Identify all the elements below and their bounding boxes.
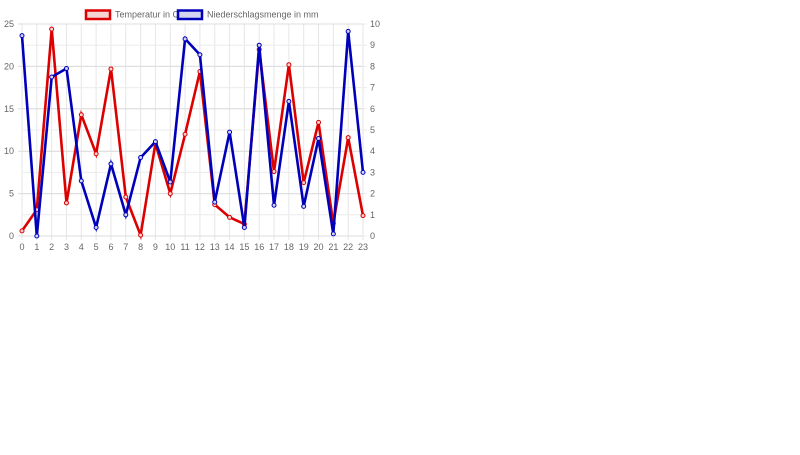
data-point[interactable] (78, 178, 84, 184)
x-axis-tick-label: 5 (94, 242, 99, 252)
legend-swatch-temperature (84, 9, 112, 21)
series-temperature (19, 26, 366, 241)
data-point[interactable] (345, 28, 351, 34)
series-line (20, 31, 365, 237)
y-axis-right-tick-label: 6 (370, 104, 375, 114)
data-point[interactable] (63, 200, 69, 206)
data-point[interactable] (34, 233, 40, 239)
x-axis-tick-label: 4 (79, 242, 84, 252)
x-axis-tick-label: 1 (34, 242, 39, 252)
y-axis-right-tick-label: 2 (370, 189, 375, 199)
series-lines (19, 26, 366, 241)
data-point[interactable] (256, 42, 262, 48)
data-point[interactable] (301, 180, 307, 186)
y-axis-left-tick-label: 15 (4, 104, 14, 114)
x-axis-tick-label: 15 (239, 242, 249, 252)
y-axis-right-tick-label: 9 (370, 40, 375, 50)
data-point[interactable] (182, 36, 188, 42)
data-point[interactable] (241, 225, 247, 231)
y-axis-left-tick-label: 25 (4, 19, 14, 29)
data-point[interactable] (93, 225, 99, 231)
x-axis-tick-label: 13 (210, 242, 220, 252)
x-axis-tick-label: 14 (225, 242, 235, 252)
data-point[interactable] (63, 66, 69, 72)
x-axis-tick-label: 2 (49, 242, 54, 252)
data-point[interactable] (330, 231, 336, 237)
grid-lines (18, 23, 367, 240)
data-point[interactable] (123, 212, 129, 218)
series-precipitation (19, 28, 366, 239)
y-axis-right-tick-label: 7 (370, 83, 375, 93)
data-point[interactable] (138, 232, 144, 238)
data-point[interactable] (286, 98, 292, 104)
data-point[interactable] (167, 179, 173, 185)
x-axis-tick-label: 11 (180, 242, 189, 252)
y-axis-left-tick-label: 5 (9, 189, 14, 199)
data-point[interactable] (123, 194, 129, 200)
data-point[interactable] (286, 62, 292, 68)
y-axis-right-tick-label: 8 (370, 61, 375, 71)
data-point[interactable] (345, 135, 351, 141)
x-axis-tick-label: 7 (123, 242, 128, 252)
y-axis-left-tick-label: 20 (4, 61, 14, 71)
x-axis-tick-label: 23 (358, 242, 368, 252)
x-axis-tick-label: 18 (284, 242, 294, 252)
data-point[interactable] (19, 228, 25, 234)
y-axis-left-tick-label: 0 (9, 231, 14, 241)
data-point[interactable] (138, 155, 144, 161)
x-axis-tick-label: 19 (299, 242, 309, 252)
data-point[interactable] (316, 119, 322, 125)
y-axis-right-tick-label: 1 (370, 210, 375, 220)
data-point[interactable] (360, 169, 366, 175)
x-axis-tick-label: 0 (19, 242, 24, 252)
x-axis-tick-label: 3 (64, 242, 69, 252)
data-point[interactable] (167, 191, 173, 197)
legend: Temperatur in C° Niederschlagsmenge in m… (84, 9, 319, 21)
x-axis-tick-label: 21 (328, 242, 338, 252)
data-point[interactable] (227, 214, 233, 220)
series-line (20, 28, 365, 241)
data-point[interactable] (271, 202, 277, 208)
x-axis-tick-label: 17 (269, 242, 279, 252)
legend-item-precipitation[interactable]: Niederschlagsmenge in mm (176, 9, 319, 21)
legend-swatch-precipitation (176, 9, 204, 21)
y-axis-right-tick-label: 4 (370, 146, 375, 156)
x-axis-tick-label: 16 (254, 242, 264, 252)
y-axis-left-tick-label: 10 (4, 146, 14, 156)
data-point[interactable] (49, 74, 55, 80)
y-axis-right-tick-label: 10 (370, 19, 380, 29)
data-point[interactable] (197, 52, 203, 58)
data-point[interactable] (271, 169, 277, 175)
data-point[interactable] (152, 139, 158, 145)
data-point[interactable] (19, 33, 25, 39)
data-point[interactable] (227, 129, 233, 135)
x-axis-tick-label: 12 (195, 242, 205, 252)
x-axis-tick-label: 20 (314, 242, 324, 252)
y-axis-right-tick-label: 0 (370, 231, 375, 241)
legend-item-temperature[interactable]: Temperatur in C° (84, 9, 183, 21)
legend-label-precipitation: Niederschlagsmenge in mm (207, 10, 319, 20)
y-axis-right-tick-label: 3 (370, 167, 375, 177)
legend-label-temperature: Temperatur in C° (115, 10, 183, 20)
data-point[interactable] (108, 161, 114, 167)
data-point[interactable] (212, 199, 218, 205)
x-axis-tick-label: 9 (153, 242, 158, 252)
x-axis-tick-label: 6 (108, 242, 113, 252)
x-axis-tick-label: 8 (138, 242, 143, 252)
data-point[interactable] (49, 26, 55, 32)
y-axis-right-tick-label: 5 (370, 125, 375, 135)
data-point[interactable] (301, 203, 307, 209)
data-point[interactable] (78, 112, 84, 118)
x-axis-tick-label: 10 (165, 242, 175, 252)
data-point[interactable] (182, 131, 188, 137)
data-point[interactable] (108, 66, 114, 72)
x-axis-tick-label: 22 (343, 242, 353, 252)
data-point[interactable] (316, 135, 322, 141)
data-point[interactable] (93, 151, 99, 157)
data-point[interactable] (360, 213, 366, 219)
